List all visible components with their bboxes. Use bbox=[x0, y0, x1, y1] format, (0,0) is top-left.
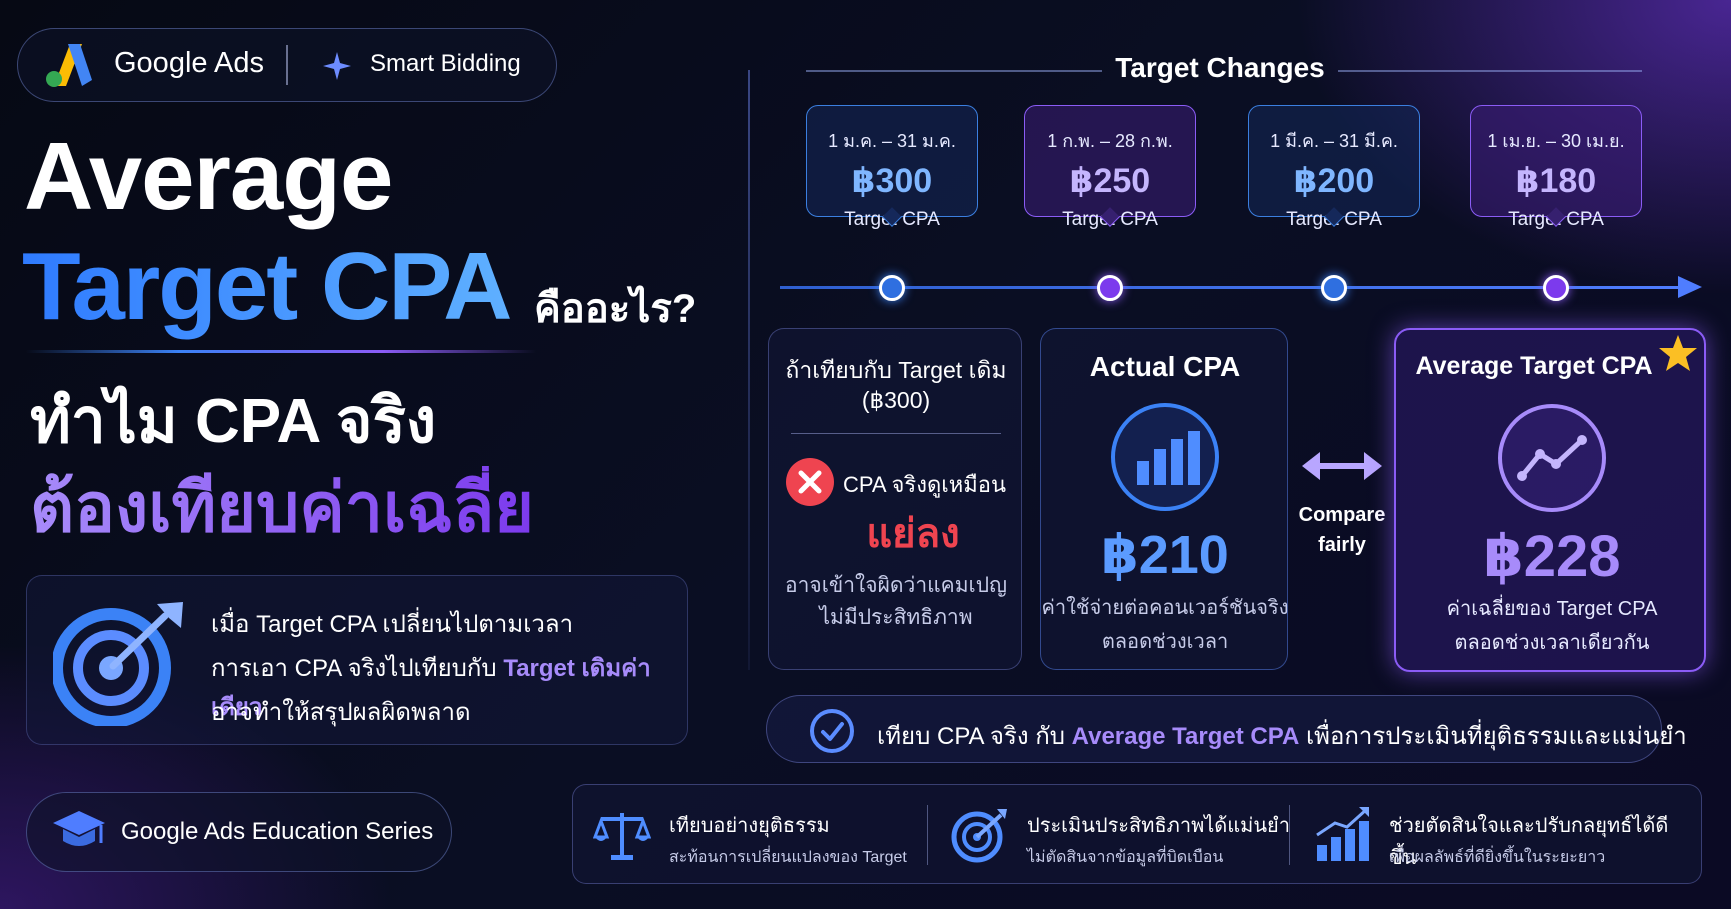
headline-question: คืออะไร? bbox=[534, 287, 697, 331]
trend-line-icon bbox=[1498, 404, 1606, 512]
period-card-apr: 1 เม.ย. – 30 เม.ย. ฿180 Target CPA bbox=[1470, 105, 1642, 230]
feature-divider bbox=[927, 805, 928, 865]
average-cpa-desc-2: ตลอดช่วงเวลาเดียวกัน bbox=[1454, 632, 1650, 654]
feature-title: ประเมินประสิทธิภาพได้แม่นยำ bbox=[1027, 815, 1290, 837]
info-line-2: การเอา CPA จริงไปเทียบกับ Target เดิมค่า… bbox=[211, 648, 687, 726]
conclusion-highlight: Average Target CPA bbox=[1071, 723, 1300, 750]
section-divider bbox=[748, 70, 750, 670]
timeline-axis bbox=[780, 286, 1680, 289]
average-cpa-card: Average Target CPA ฿228 ค่าเฉลี่ยของ Tar… bbox=[1394, 328, 1706, 672]
compare-old-note-1: อาจเข้าใจผิดว่าแคมเปญ bbox=[785, 574, 1007, 597]
scale-icon bbox=[593, 813, 651, 860]
actual-cpa-value: ฿210 bbox=[1101, 525, 1229, 585]
headline-why: ทำไม CPA จริง bbox=[30, 387, 437, 456]
compare-old-card: ถ้าเทียบกับ Target เดิม (฿300) CPA จริงด… bbox=[768, 328, 1022, 670]
target-dart-icon bbox=[53, 602, 183, 726]
info-box: เมื่อ Target CPA เปลี่ยนไปตามเวลา การเอา… bbox=[26, 575, 688, 745]
feature-subtitle: ไม่ตัดสินจากข้อมูลที่บิดเบือน bbox=[1027, 849, 1224, 866]
headline-compare-average: ต้องเทียบค่าเฉลี่ย bbox=[30, 466, 534, 550]
x-mark-icon bbox=[786, 458, 834, 506]
info-line-2-text: การเอา CPA จริงไปเทียบกับ bbox=[211, 655, 504, 682]
period-card-mar: 1 มี.ค. – 31 มี.ค. ฿200 Target CPA bbox=[1248, 105, 1420, 230]
timeline-title-rule-left bbox=[806, 70, 1102, 72]
google-ads-logo-icon bbox=[46, 44, 92, 87]
series-label: Google Ads Education Series bbox=[121, 818, 434, 845]
info-line-3: อาจทำให้สรุปผลผิดพลาด bbox=[211, 699, 471, 726]
badge-divider bbox=[286, 45, 288, 85]
actual-cpa-desc-1: ค่าใช้จ่ายต่อคอนเวอร์ชันจริง bbox=[1041, 597, 1289, 619]
feature-title: ช่วยตัดสินใจและปรับกลยุทธ์ได้ดีขึ้น bbox=[1389, 815, 1669, 869]
conclusion-suffix: เพื่อการประเมินที่ยุติธรรมและแม่นยำ bbox=[1299, 723, 1687, 750]
timeline-dot bbox=[1097, 275, 1123, 301]
feature-subtitle: สะท้อนการเปลี่ยนแปลงของ Target bbox=[669, 849, 907, 866]
headline-divider bbox=[26, 350, 536, 353]
period-date: 1 ม.ค. – 31 ม.ค. bbox=[828, 131, 956, 151]
conclusion-prefix: เทียบ CPA จริง กับ bbox=[877, 723, 1072, 750]
feature-subtitle: เพื่อผลลัพธ์ที่ดียิ่งขึ้นในระยะยาว bbox=[1389, 849, 1606, 866]
timeline-dot bbox=[1321, 275, 1347, 301]
period-price: ฿300 bbox=[851, 162, 933, 200]
timeline-dot bbox=[1543, 275, 1569, 301]
series-badge: Google Ads Education Series bbox=[26, 792, 452, 872]
period-card-jan: 1 ม.ค. – 31 ม.ค. ฿300 Target CPA bbox=[806, 105, 978, 230]
conclusion-text: เทียบ CPA จริง กับ Average Target CPA เพ… bbox=[877, 716, 1687, 755]
actual-cpa-card: Actual CPA ฿210 ค่าใช้จ่ายต่อคอนเวอร์ชัน… bbox=[1040, 328, 1288, 670]
period-date: 1 มี.ค. – 31 มี.ค. bbox=[1270, 131, 1398, 151]
actual-cpa-desc-2: ตลอดช่วงเวลา bbox=[1101, 631, 1229, 653]
sparkle-icon bbox=[323, 52, 351, 80]
actual-cpa-title: Actual CPA bbox=[1089, 351, 1241, 382]
compare-label-2: fairly bbox=[1318, 534, 1366, 556]
brand-name: Google Ads bbox=[114, 47, 264, 79]
feature-accurate: ประเมินประสิทธิภาพได้แม่นยำ ไม่ตัดสินจาก… bbox=[951, 805, 1291, 866]
timeline-arrow-icon bbox=[1678, 276, 1702, 298]
brand-badge: Google Ads Smart Bidding bbox=[17, 28, 557, 102]
feature-decide: ช่วยตัดสินใจและปรับกลยุทธ์ได้ดีขึ้น เพื่… bbox=[1313, 805, 1683, 869]
compare-old-subtitle: (฿300) bbox=[861, 387, 931, 413]
star-icon bbox=[1659, 335, 1697, 371]
period-date: 1 เม.ย. – 30 เม.ย. bbox=[1487, 131, 1625, 151]
feature-fair: เทียบอย่างยุติธรรม สะท้อนการเปลี่ยนแปลงข… bbox=[593, 805, 933, 866]
features-bar: เทียบอย่างยุติธรรม สะท้อนการเปลี่ยนแปลงข… bbox=[572, 784, 1702, 884]
average-cpa-title: Average Target CPA bbox=[1415, 352, 1653, 380]
average-cpa-value: ฿228 bbox=[1483, 524, 1621, 589]
bar-chart-icon bbox=[1111, 403, 1219, 511]
feature-divider bbox=[1289, 805, 1290, 865]
compare-label-1: Compare bbox=[1298, 504, 1386, 526]
compare-old-status: CPA จริงดูเหมือน bbox=[843, 472, 1007, 497]
feature-title: เทียบอย่างยุติธรรม bbox=[669, 815, 830, 837]
growth-chart-icon bbox=[1316, 807, 1369, 861]
graduation-cap-icon bbox=[53, 811, 105, 846]
conclusion-banner: เทียบ CPA จริง กับ Average Target CPA เพ… bbox=[766, 695, 1687, 763]
check-circle-icon bbox=[810, 709, 854, 753]
period-date: 1 ก.พ. – 28 ก.พ. bbox=[1047, 131, 1173, 151]
target-icon bbox=[951, 809, 1007, 863]
timeline-title-rule-right bbox=[1338, 70, 1642, 72]
period-price: ฿180 bbox=[1515, 162, 1597, 200]
card-divider bbox=[791, 433, 1001, 434]
double-arrow-icon bbox=[1302, 452, 1382, 480]
average-cpa-desc-1: ค่าเฉลี่ยของ Target CPA bbox=[1446, 598, 1658, 620]
headline-average: Average bbox=[24, 123, 393, 230]
product-name: Smart Bidding bbox=[370, 50, 521, 77]
compare-old-title: ถ้าเทียบกับ Target เดิม bbox=[785, 357, 1007, 383]
timeline-dot bbox=[879, 275, 905, 301]
period-price: ฿250 bbox=[1069, 162, 1151, 200]
info-line-2-highlight: Target เดิมค่าเดียว bbox=[211, 655, 651, 721]
compare-old-note-2: ไม่มีประสิทธิภาพ bbox=[819, 606, 973, 629]
period-card-feb: 1 ก.พ. – 28 ก.พ. ฿250 Target CPA bbox=[1024, 105, 1196, 230]
info-line-1: เมื่อ Target CPA เปลี่ยนไปตามเวลา bbox=[211, 611, 574, 638]
compare-old-verdict: แย่ลง bbox=[866, 512, 960, 556]
period-price: ฿200 bbox=[1293, 162, 1375, 200]
headline-target-cpa: Target CPA bbox=[22, 233, 512, 340]
timeline-title: Target Changes bbox=[1115, 52, 1325, 83]
